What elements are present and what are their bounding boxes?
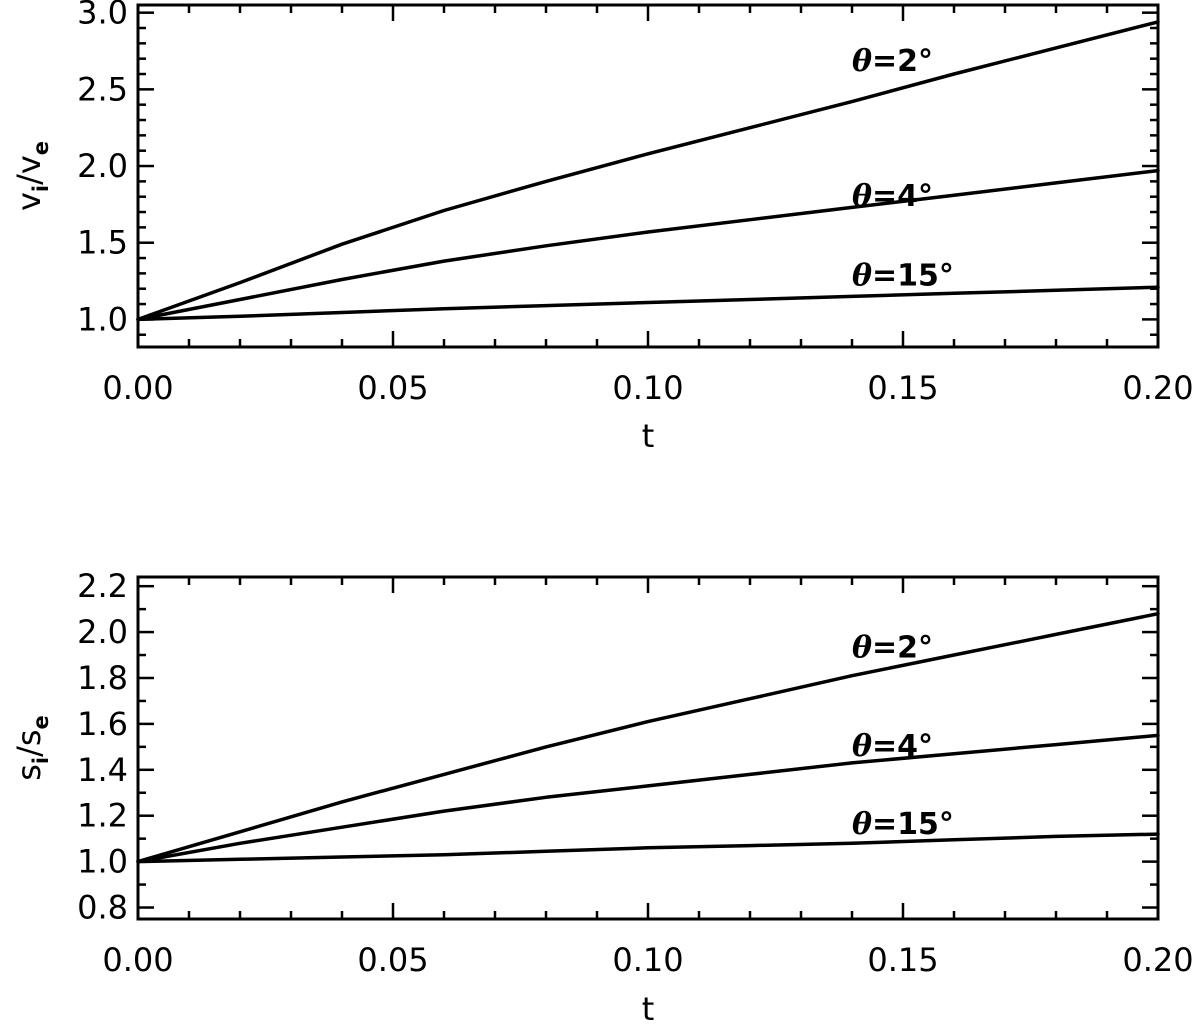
plot-frame [136, 3, 1160, 349]
y-axis-label-main2: v [10, 155, 48, 174]
theta-symbol: θ [852, 729, 872, 764]
series-line-0 [136, 611, 1160, 864]
annotation-value: =2° [872, 630, 933, 665]
annotation-value: =4° [872, 179, 933, 214]
y-axis-label: vi/ve [10, 141, 53, 211]
y-tick-label: 1.6 [77, 705, 128, 743]
x-axis-label: t [642, 990, 655, 1025]
y-axis-label-sep: / [10, 174, 48, 185]
y-tick-label: 1.0 [77, 843, 128, 881]
series-line-0 [136, 20, 1160, 322]
theta-symbol: θ [852, 44, 872, 79]
series-annotation: θ=15° [852, 807, 954, 842]
theta-symbol: θ [852, 259, 872, 294]
x-tick-label: 0.05 [357, 941, 428, 979]
y-axis-label-main2: s [10, 729, 48, 746]
x-tick-label: 0.10 [612, 369, 683, 407]
y-tick-label: 2.0 [77, 147, 128, 185]
y-tick-label: 2.2 [77, 567, 128, 605]
y-tick-label: 1.0 [77, 300, 128, 338]
theta-symbol: θ [852, 179, 872, 214]
series-annotation: θ=4° [852, 179, 933, 214]
series-annotation: θ=4° [852, 729, 933, 764]
theta-symbol: θ [852, 807, 872, 842]
theta-symbol: θ [852, 630, 872, 665]
y-tick-label: 2.5 [77, 70, 128, 108]
y-tick-label: 0.8 [77, 889, 128, 927]
series-annotation: θ=15° [852, 259, 954, 294]
y-tick-label: 2.0 [77, 613, 128, 651]
y-tick-label: 1.4 [77, 751, 128, 789]
x-tick-label: 0.15 [867, 941, 938, 979]
annotation-value: =2° [872, 44, 933, 79]
y-axis-label-sub2: e [29, 141, 53, 155]
x-tick-label: 0.20 [1122, 941, 1193, 979]
y-tick-label: 1.5 [77, 224, 128, 262]
y-axis-label-sep: / [10, 746, 48, 757]
y-axis-label-main1: s [10, 764, 48, 781]
y-axis-label-sub1: i [29, 757, 53, 764]
annotation-value: =15° [872, 807, 954, 842]
bottom-panel: 0.00 0.05 0.10 0.15 0.20 0.8 1.0 1.2 1.4 1.6 1.8 2.… [10, 567, 1194, 1025]
x-tick-label: 0.20 [1122, 369, 1193, 407]
y-axis-label-main1: v [10, 192, 48, 211]
series-annotation: θ=2° [852, 44, 933, 79]
y-axis-label-sub2: e [29, 715, 53, 729]
y-tick-label: 3.0 [77, 0, 128, 32]
x-tick-label: 0.10 [612, 941, 683, 979]
x-tick-label: 0.15 [867, 369, 938, 407]
series-annotation: θ=2° [852, 630, 933, 665]
series-line-1 [136, 168, 1160, 322]
top-panel: 0.00 0.05 0.10 0.15 0.201.01.52.02.53.0tvi/v… [10, 0, 1194, 455]
x-tick-label: 0.00 [102, 369, 173, 407]
series-line-2 [136, 285, 1160, 322]
y-tick-label: 1.2 [77, 797, 128, 835]
x-axis-label: t [642, 417, 655, 455]
series-line-2 [136, 832, 1160, 864]
annotation-value: =15° [872, 259, 954, 294]
y-axis-label: si/se [10, 715, 53, 781]
x-tick-label: 0.05 [357, 369, 428, 407]
y-tick-label: 1.8 [77, 659, 128, 697]
annotation-value: =4° [872, 729, 933, 764]
y-axis-label-sub1: i [29, 185, 53, 192]
series-line-1 [136, 733, 1160, 864]
x-tick-label: 0.00 [102, 941, 173, 979]
